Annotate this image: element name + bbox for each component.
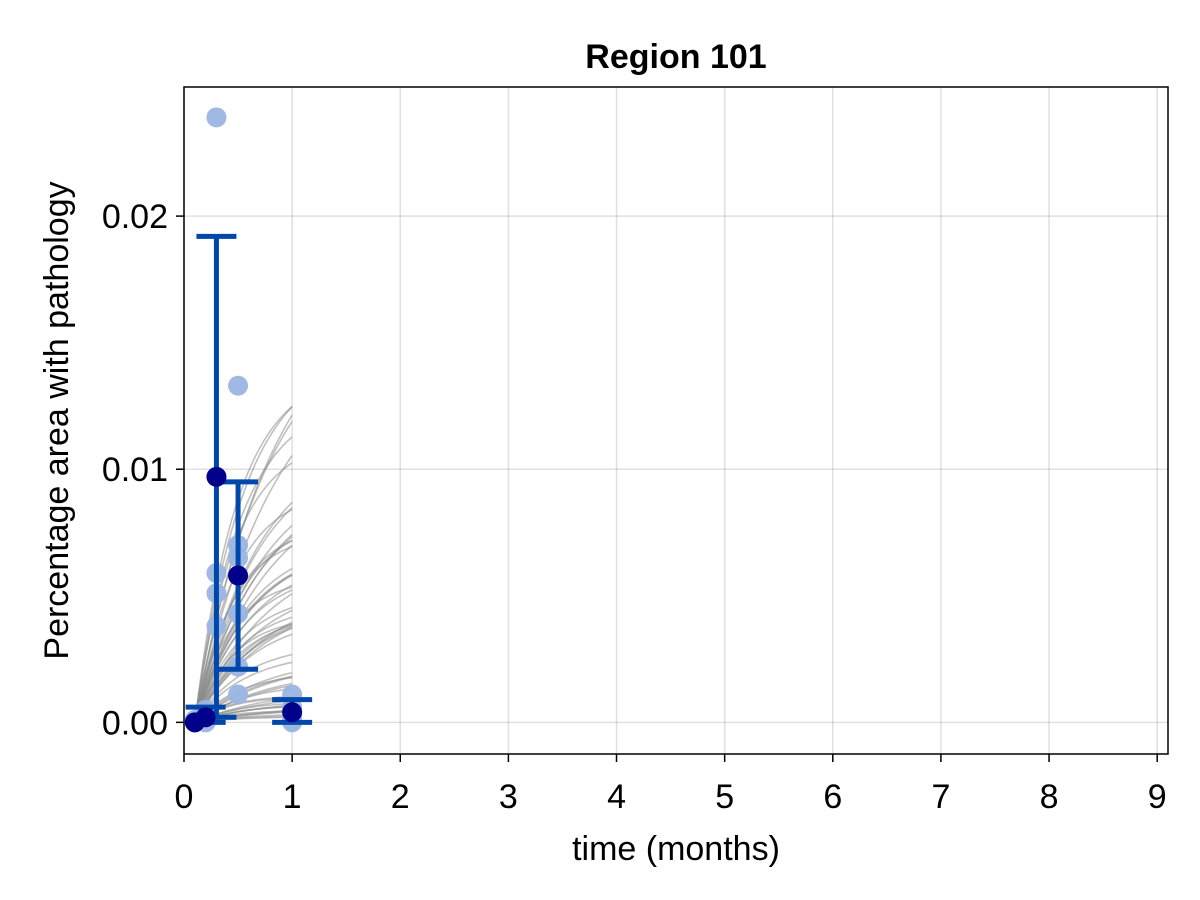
mean-points [184, 466, 303, 733]
chart-title: Region 101 [585, 38, 766, 76]
x-tick-label: 4 [607, 778, 626, 816]
x-tick-label: 3 [499, 778, 518, 816]
posterior-curve [194, 533, 293, 723]
observation-point [228, 684, 249, 705]
y-axis-title: Percentage area with pathology [38, 181, 76, 659]
posterior-curve [194, 621, 293, 723]
x-tick-label: 7 [931, 778, 950, 816]
x-axis-title: time (months) [572, 830, 780, 868]
posterior-curve [194, 524, 293, 723]
mean-point [228, 565, 249, 586]
observation-point [206, 107, 227, 128]
plot-frame [183, 86, 1169, 755]
x-tick-label: 5 [715, 778, 734, 816]
x-tick-label: 0 [175, 778, 194, 816]
posterior-curve [194, 593, 293, 723]
mean-point [195, 707, 216, 728]
x-tick-label: 2 [391, 778, 410, 816]
x-tick-label: 8 [1040, 778, 1059, 816]
y-tick-label: 0.01 [102, 451, 168, 489]
mean-point [282, 702, 303, 723]
posterior-curve [194, 623, 293, 723]
x-tick-label: 1 [283, 778, 302, 816]
y-tick-label: 0.02 [102, 198, 168, 236]
y-tick-label: 0.00 [102, 704, 168, 742]
mean-point [206, 466, 227, 487]
x-tick-label: 6 [823, 778, 842, 816]
y-axis-ticks: 0.00 0.01 0.02 [102, 198, 184, 742]
grid [183, 87, 1168, 754]
observation-point [228, 375, 249, 396]
x-axis-ticks: 0 1 2 3 4 5 6 7 8 9 [175, 754, 1167, 816]
x-tick-label: 9 [1148, 778, 1167, 816]
